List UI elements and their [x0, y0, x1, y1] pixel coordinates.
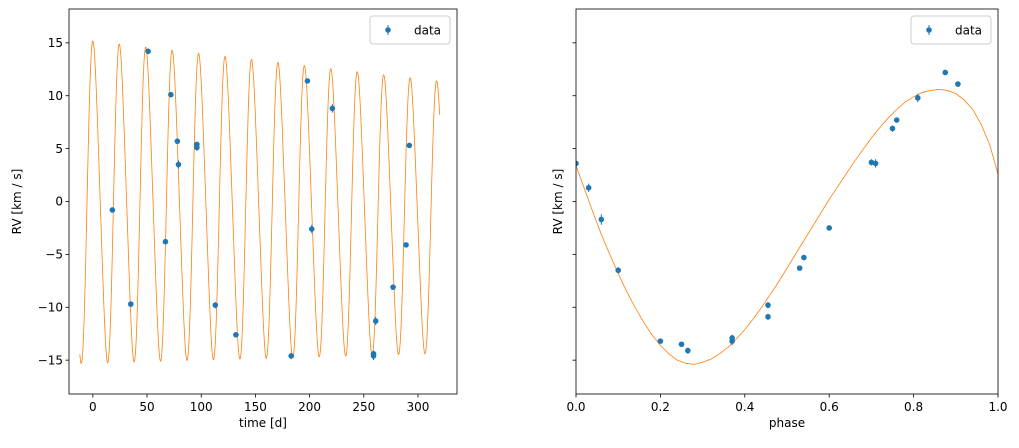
- data-point: [370, 351, 377, 357]
- data-point: [889, 125, 896, 132]
- x-tick-label: 0: [89, 400, 97, 414]
- plot-area: [79, 40, 441, 364]
- plot-area: [576, 69, 998, 365]
- data-point: [174, 138, 181, 145]
- data-point: [168, 91, 174, 98]
- y-tick-label: −15: [38, 353, 63, 367]
- phase-folded-panel: 0.0 0.2 0.4 0.6 0.8 1.0 phase RV [km / s] data: [551, 8, 1008, 430]
- x-tick-label: 1.0: [988, 400, 1007, 414]
- data-point: [127, 301, 134, 307]
- x-tick-label: 0.6: [820, 400, 839, 414]
- y-tick-label: 15: [48, 36, 63, 50]
- data-point: [145, 48, 151, 55]
- model-curve: [576, 88, 998, 365]
- data-point: [765, 313, 771, 320]
- data-point: [308, 226, 315, 232]
- x-tick-label: 0.8: [904, 400, 923, 414]
- data-point: [678, 341, 685, 348]
- data-point: [801, 254, 807, 261]
- time-series-panel: 0 50 100 150 200 250 300 −15 −10 −5 0 5 10 15 time [d]…: [10, 8, 458, 430]
- data-point: [304, 78, 311, 84]
- y-tick-label: −5: [45, 248, 63, 262]
- x-axis-label: time [d]: [239, 416, 287, 430]
- y-tick-label: −10: [38, 300, 63, 314]
- x-tick-label: 300: [407, 400, 430, 414]
- data-point: [615, 267, 621, 274]
- data-point: [390, 284, 396, 290]
- y-tick-label: 5: [55, 142, 63, 156]
- data-point: [893, 117, 900, 123]
- data-point: [796, 265, 803, 271]
- legend: data: [910, 15, 992, 45]
- data-point: [288, 353, 294, 359]
- y-axis-label: RV [km / s]: [551, 169, 565, 235]
- legend-box: [910, 15, 992, 45]
- x-tick-label: 100: [190, 400, 213, 414]
- data-point: [765, 302, 771, 308]
- data-point: [685, 347, 691, 354]
- legend-label: data: [955, 23, 982, 37]
- x-tick-label: 0.2: [651, 400, 670, 414]
- legend-marker: [926, 27, 932, 33]
- legend-marker: [385, 27, 391, 33]
- data-point: [729, 335, 735, 341]
- data-point: [162, 238, 169, 245]
- data-point: [915, 95, 921, 101]
- data-point: [657, 338, 664, 344]
- x-tick-label: 250: [352, 400, 375, 414]
- data-point: [372, 318, 379, 324]
- data-point: [955, 81, 961, 87]
- y-tick-label: 0: [55, 195, 63, 209]
- data-point: [175, 161, 182, 168]
- data-point: [212, 302, 219, 308]
- x-tick-label: 200: [298, 400, 321, 414]
- data-point: [872, 160, 879, 167]
- data-point: [826, 225, 832, 231]
- legend: data: [369, 15, 451, 45]
- data-point: [109, 207, 116, 213]
- legend-label: data: [414, 23, 441, 37]
- data-point: [329, 105, 336, 112]
- data-point: [233, 331, 239, 338]
- data-point: [598, 216, 605, 223]
- data-point: [403, 242, 409, 248]
- data-point: [942, 69, 949, 76]
- data-point: [576, 160, 579, 167]
- x-tick-label: 50: [139, 400, 154, 414]
- legend-box: [369, 15, 451, 45]
- x-axis-label: phase: [769, 416, 805, 430]
- y-axis-label: RV [km / s]: [10, 169, 24, 235]
- data-point: [868, 159, 875, 166]
- data-point: [194, 141, 200, 148]
- x-tick-label: 0.0: [566, 400, 585, 414]
- x-tick-label: 150: [244, 400, 267, 414]
- y-tick-label: 10: [48, 89, 63, 103]
- data-point: [585, 184, 592, 191]
- data-point: [406, 142, 413, 149]
- model-curve: [79, 40, 441, 364]
- x-tick-label: 0.4: [735, 400, 754, 414]
